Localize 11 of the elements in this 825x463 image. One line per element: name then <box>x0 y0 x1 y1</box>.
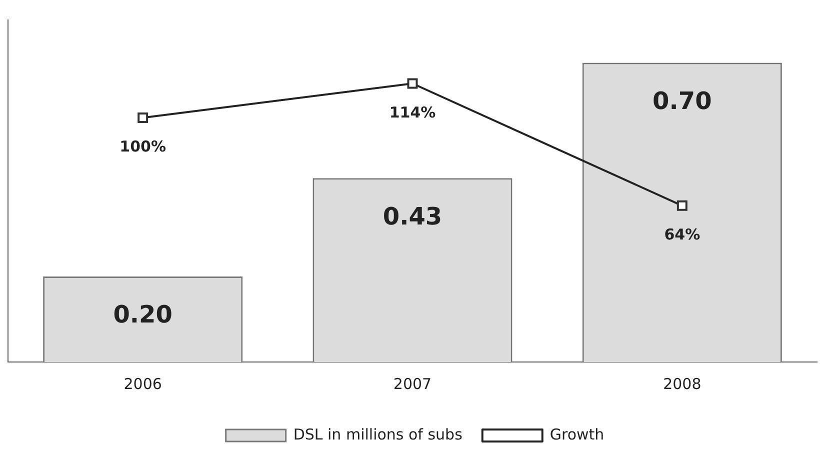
data-label: 100% <box>120 138 166 156</box>
data-label: 64% <box>664 226 700 244</box>
data-label: 0.70 <box>652 86 712 115</box>
data-label: 114% <box>389 103 436 122</box>
x-tick-label: 2006 <box>124 374 162 393</box>
legend-label: DSL in millions of subs <box>293 425 463 444</box>
data-label: 0.43 <box>382 202 442 230</box>
x-tick-label: 2007 <box>393 374 432 393</box>
data-label: 0.20 <box>113 300 172 329</box>
x-tick-label: 2008 <box>663 374 702 393</box>
legend-label: Growth <box>550 425 604 444</box>
